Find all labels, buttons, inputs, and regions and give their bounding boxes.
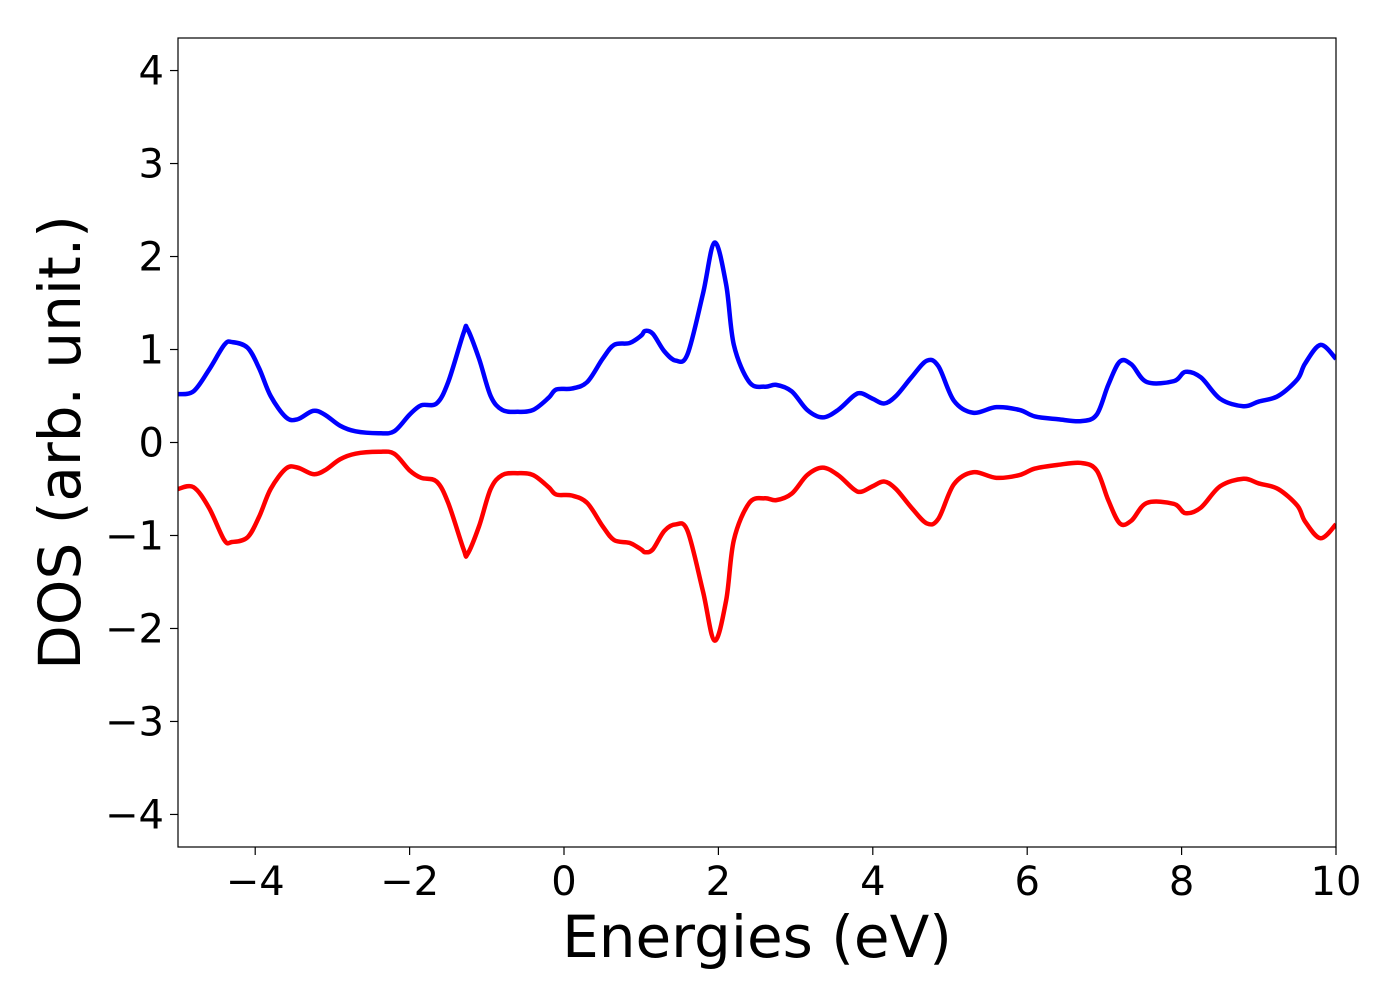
x-tick-label: 6 [1014, 859, 1039, 905]
series-line-red [178, 449, 1336, 643]
y-tick-label: 0 [139, 421, 164, 467]
y-tick-label: −3 [105, 699, 164, 745]
x-tick-label: 8 [1169, 859, 1194, 905]
x-tick-label: −2 [380, 859, 439, 905]
plot-frame [177, 37, 1337, 848]
y-tick-label: 4 [139, 49, 164, 95]
x-tick-label: 4 [860, 859, 885, 905]
y-tick-label: 2 [139, 235, 164, 281]
x-tick-label: −4 [226, 859, 285, 905]
y-axis: −4 −3 −2 −1 0 1 2 3 4 [105, 49, 178, 838]
x-axis-label: Energies (eV) [562, 903, 952, 971]
x-tick-label: 2 [706, 859, 731, 905]
series-line-blue [178, 240, 1336, 436]
y-tick-label: −1 [105, 513, 164, 559]
x-tick-label: 10 [1311, 859, 1362, 905]
y-tick-label: 3 [139, 142, 164, 188]
x-axis: −4 −2 0 2 4 6 8 10 [226, 847, 1362, 905]
y-tick-label: −4 [105, 792, 164, 838]
plot-lines [178, 240, 1336, 643]
y-tick-label: 1 [139, 328, 164, 374]
y-tick-label: −2 [105, 606, 164, 652]
x-tick-label: 0 [551, 859, 576, 905]
y-axis-label: DOS (arb. unit.) [26, 215, 94, 670]
